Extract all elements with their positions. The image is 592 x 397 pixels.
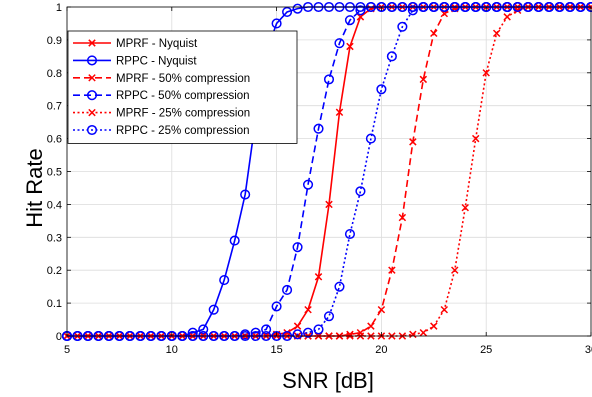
y-tick-label: 0.4	[47, 199, 62, 211]
x-tick-label: 30	[585, 344, 592, 356]
y-tick-label: 0.2	[47, 265, 62, 277]
legend-label: MPRF - Nyquist	[116, 38, 198, 50]
y-tick-label: 0	[56, 331, 62, 343]
x-axis-label: SNR [dB]	[282, 368, 374, 393]
legend: MPRF - Nyquist RPPC - Nyquist MPRF - 50% c…	[68, 31, 297, 143]
x-tick-label: 15	[270, 344, 282, 356]
y-tick-label: 0.1	[47, 298, 62, 310]
x-tick-label: 5	[64, 344, 70, 356]
y-axis-label: Hit Rate	[22, 148, 47, 227]
legend-label: RPPC - Nyquist	[116, 55, 197, 67]
x-tick-label: 20	[375, 344, 387, 356]
legend-label: MPRF - 50% compression	[116, 73, 250, 85]
y-tick-label: 0.7	[47, 101, 62, 113]
y-tick-label: 0.9	[47, 35, 62, 47]
y-tick-label: 0.8	[47, 68, 62, 80]
x-tick-label: 25	[480, 344, 492, 356]
x-tick-label: 10	[166, 344, 178, 356]
legend-label: MPRF - 25% compression	[116, 108, 250, 120]
y-tick-label: 0.6	[47, 134, 62, 146]
legend-label: RPPC - 50% compression	[116, 90, 250, 102]
y-tick-label: 0.3	[47, 232, 62, 244]
legend-label: RPPC - 25% compression	[116, 125, 250, 137]
y-tick-label: 0.5	[47, 167, 62, 179]
y-tick-label: 1	[56, 2, 62, 14]
